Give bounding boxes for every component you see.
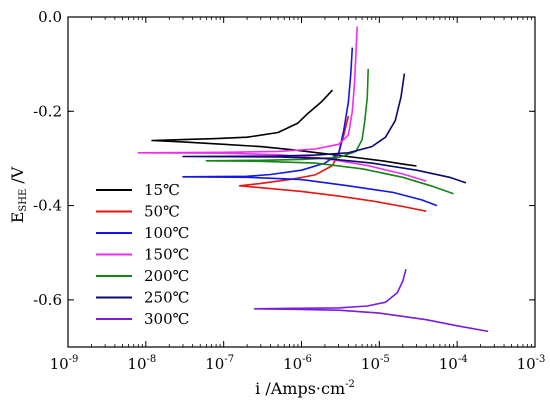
series-line [137,26,427,182]
legend-label: 250℃ [144,289,189,307]
y-tick-label: -0.2 [33,102,62,120]
x-tick-label: 10-6 [283,354,312,373]
series-line [238,115,427,212]
x-tick-label: 10-7 [205,354,234,373]
series-line [205,68,454,195]
legend-label: 15℃ [144,181,180,199]
y-axis-label: ESHE /V [8,166,29,223]
series-line [182,73,467,184]
y-tick-label: -0.4 [33,197,62,215]
series-line [182,47,438,207]
y-tick-label: 0.0 [38,8,62,26]
series-layer [137,26,489,333]
x-tick-label: 10-9 [50,354,79,373]
legend-label: 200℃ [144,267,189,285]
x-tick-label: 10-4 [439,354,468,373]
legend: 15℃ 50℃ 100℃ 150℃ 200℃ 250℃ 300℃ [96,181,189,328]
x-tick-label: 10-3 [517,354,546,373]
x-tick-label: 10-5 [361,354,390,373]
series-line [151,89,417,167]
legend-label: 150℃ [144,246,189,264]
x-axis-ticks: 10-9 10-8 10-7 10-6 10-5 10-4 10-3 [50,17,546,373]
x-axis-label: i /Amps·cm-2 [255,379,355,398]
x-tick-label: 10-8 [127,354,156,373]
y-axis-ticks: 0.0 -0.2 -0.4 -0.6 [33,8,535,309]
y-tick-label: -0.6 [33,291,62,309]
legend-label: 300℃ [144,310,189,328]
legend-label: 100℃ [144,224,189,242]
series-line [253,268,489,333]
legend-label: 50℃ [144,203,180,221]
